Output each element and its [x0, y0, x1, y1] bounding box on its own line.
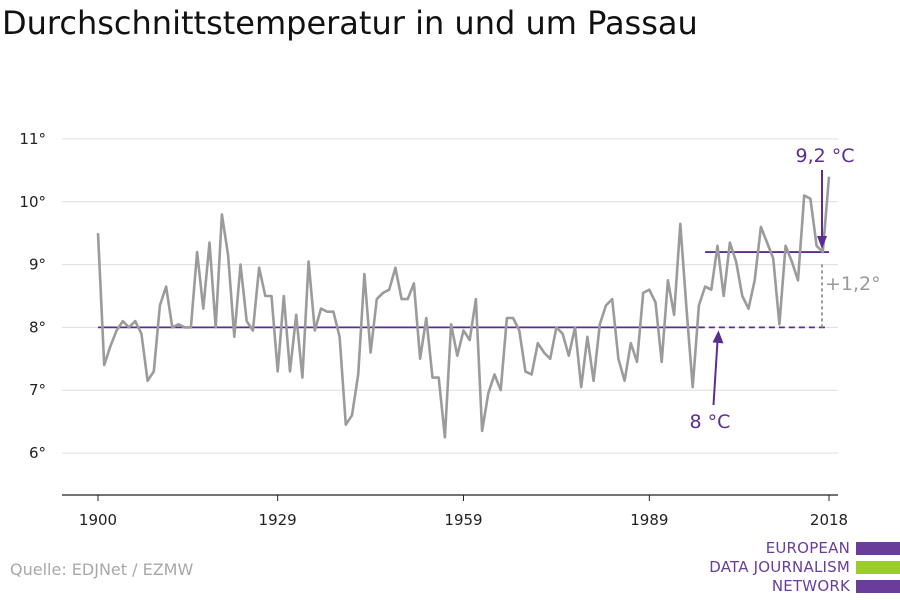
base-average-label: 8 °C [690, 411, 731, 433]
y-tick-label: 7° [29, 381, 46, 399]
base-arrow-shaft [712, 341, 719, 406]
y-tick-label: 9° [29, 256, 46, 274]
y-axis-ticks: 6° 7° 8° 9° 10° 11° [19, 130, 46, 462]
series-lines [96, 176, 831, 439]
y-tick-label: 10° [19, 193, 46, 211]
logo-line-3: NETWORK [771, 577, 850, 595]
y-tick-label: 11° [19, 130, 46, 148]
logo-line-1: EUROPEAN [765, 539, 850, 557]
x-tick-label: 1989 [630, 511, 668, 529]
x-tick-label: 1929 [259, 511, 297, 529]
x-axis: 1900 1929 1959 1989 2018 [62, 494, 848, 529]
temperature-series-line [96, 176, 831, 439]
x-tick-label: 1900 [79, 511, 117, 529]
high-arrow-head [817, 236, 827, 250]
base-arrow-head [712, 330, 724, 344]
source-note: Quelle: EDJNet / EZMW [10, 560, 194, 579]
x-tick-label: 1959 [444, 511, 482, 529]
y-tick-label: 8° [29, 318, 46, 336]
edjnet-logo[interactable]: EUROPEAN DATA JOURNALISM NETWORK [700, 539, 900, 597]
logo-line-2: DATA JOURNALISM [709, 558, 850, 576]
y-tick-label: 6° [29, 444, 46, 462]
high-average-label: 9,2 °C [795, 145, 854, 167]
logo-bar-purple-top [856, 542, 900, 555]
logo-bar-green [856, 561, 900, 574]
x-tick-label: 2018 [810, 511, 848, 529]
difference-label: +1,2° [825, 273, 881, 295]
logo-bar-purple-bottom [856, 580, 900, 593]
grid-lines [62, 138, 838, 454]
annotations: 9,2 °C 8 °C +1,2° [690, 145, 881, 433]
chart-title: Durchschnittstemperatur in und um Passau [2, 4, 698, 42]
